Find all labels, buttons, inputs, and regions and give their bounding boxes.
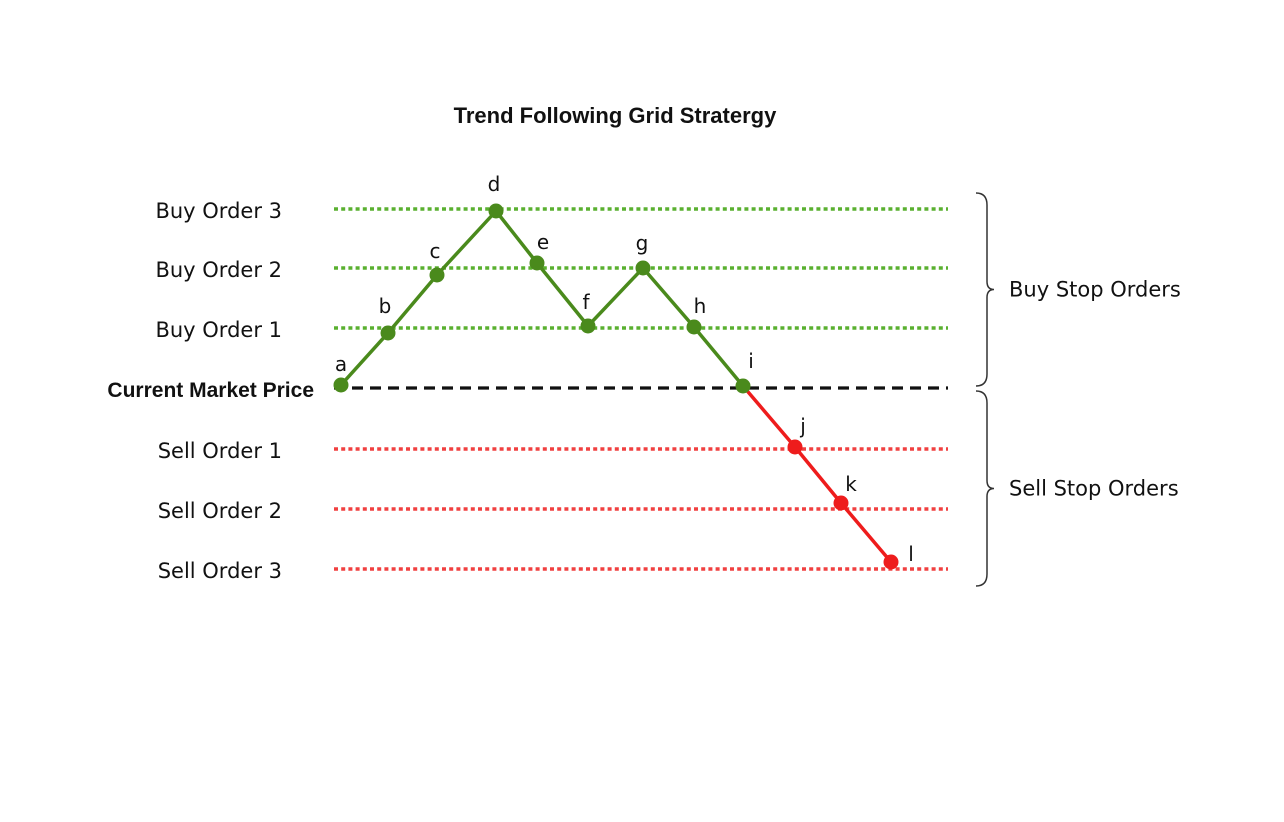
path-segment-g-h <box>641 266 696 329</box>
path-segment-d-e <box>494 209 539 265</box>
path-segment-k-l <box>839 501 893 564</box>
point-l <box>883 554 899 570</box>
point-f <box>580 318 596 334</box>
point-a <box>333 377 349 393</box>
point-h <box>686 319 702 335</box>
group-label-sell-stop-orders: Sell Stop Orders <box>1009 477 1179 501</box>
level-label-buy1: Buy Order 1 <box>155 318 282 342</box>
group-label-buy-stop-orders: Buy Stop Orders <box>1009 278 1181 302</box>
braces: Buy Stop Orders Sell Stop Orders <box>975 192 1181 587</box>
path-segment-c-d <box>435 209 498 277</box>
path-segment-f-g <box>586 266 645 328</box>
point-label-c: c <box>430 239 441 263</box>
path-segment-b-c <box>386 273 439 335</box>
brace-sell <box>975 390 995 587</box>
level-label-market: Current Market Price <box>107 379 314 402</box>
level-label-sell1: Sell Order 1 <box>158 439 282 463</box>
point-label-l: l <box>908 542 914 566</box>
point-labels: a b c d e f g h i j k l <box>335 172 914 566</box>
diagram-title: Trend Following Grid Stratergy <box>454 103 777 128</box>
point-label-j: j <box>799 414 806 438</box>
point-j <box>787 439 803 455</box>
point-g <box>635 260 651 276</box>
level-label-buy3: Buy Order 3 <box>155 199 282 223</box>
point-e <box>529 255 545 271</box>
point-label-d: d <box>488 172 501 196</box>
point-label-a: a <box>335 352 347 376</box>
level-label-buy2: Buy Order 2 <box>155 258 282 282</box>
point-b <box>380 325 396 341</box>
path-segment-i-j <box>741 384 797 449</box>
price-path <box>339 209 893 564</box>
point-label-h: h <box>694 294 707 318</box>
point-i <box>735 378 751 394</box>
point-label-k: k <box>845 472 857 496</box>
level-labels: Buy Order 3 Buy Order 2 Buy Order 1 Current… <box>107 199 314 583</box>
point-label-e: e <box>537 230 549 254</box>
path-points <box>333 203 899 570</box>
path-segment-j-k <box>793 445 843 505</box>
level-label-sell3: Sell Order 3 <box>158 559 282 583</box>
point-label-b: b <box>379 294 392 318</box>
path-segment-a-b <box>339 331 390 387</box>
point-label-f: f <box>582 290 590 314</box>
point-k <box>833 495 849 511</box>
level-label-sell2: Sell Order 2 <box>158 499 282 523</box>
point-d <box>488 203 504 219</box>
path-segment-e-f <box>535 261 590 328</box>
point-label-g: g <box>636 231 649 255</box>
brace-buy <box>975 192 995 387</box>
point-label-i: i <box>748 349 754 373</box>
point-c <box>429 267 445 283</box>
path-segment-h-i <box>692 325 745 388</box>
